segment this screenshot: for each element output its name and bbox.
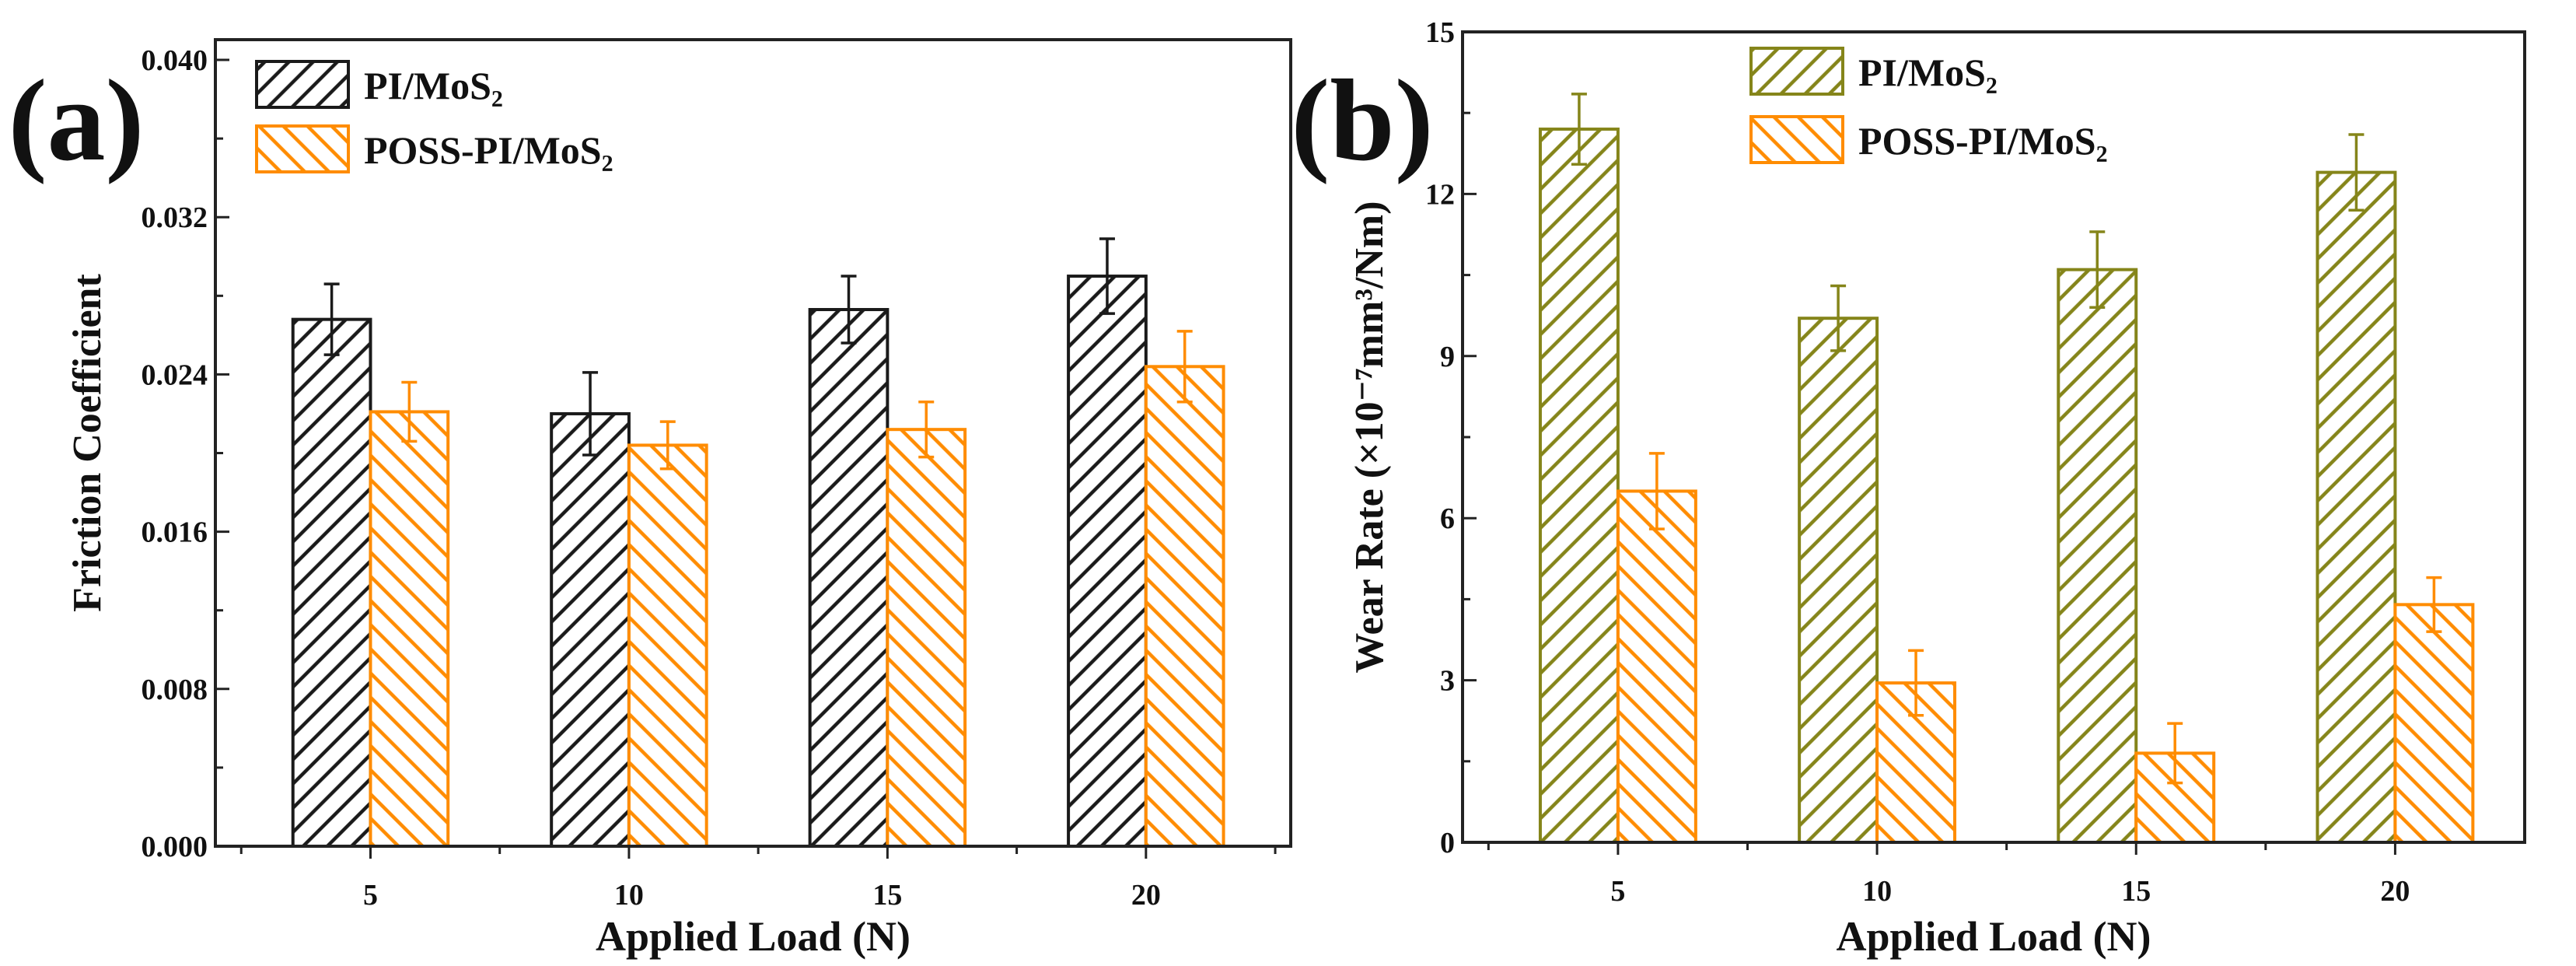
y-tick-label: 0.040 [142,44,208,77]
x-tick-label: 15 [872,879,902,912]
error-bar-poss-pi-mos2-15 [2167,722,2183,785]
legend-label: POSS-PI/MoS₂ [364,128,613,172]
panel-label: (a) [9,56,145,185]
error-bar-poss-pi-mos2-5 [401,380,418,443]
bar-poss-pi-mos2-15 [886,428,967,848]
error-bar-pi-mos2-5 [1571,93,1587,166]
chart-panel-a: 0.000 0.008 0.016 0.024 0.032 0.040 5 10 15 20 App… [9,38,1292,960]
x-tick-label: 15 [2121,875,2151,908]
error-bar-poss-pi-mos2-10 [659,420,676,471]
legend-item-poss-pi-mos2: POSS-PI/MoS₂ [255,124,613,173]
legend-swatch [1749,115,1844,164]
legend-item-pi-mos2: PI/MoS₂ [255,60,503,109]
error-bar-poss-pi-mos2-20 [2426,576,2442,633]
bar-poss-pi-mos2-20 [1144,365,1225,849]
x-tick-label: 10 [1862,875,1892,908]
x-tick-label: 5 [1610,875,1625,908]
legend-label: PI/MoS₂ [364,64,503,107]
panel-label: (b) [1291,56,1433,185]
y-tick-label: 0 [1440,827,1455,859]
error-bar-poss-pi-mos2-10 [1908,649,1924,717]
legend-swatch [255,124,350,173]
error-bar-pi-mos2-15 [841,275,857,345]
y-axis-title: Friction Coefficient [65,274,110,612]
error-bar-pi-mos2-15 [2089,230,2106,310]
y-tick-label: 0.016 [142,516,208,549]
y-tick-label: 0.000 [142,831,208,863]
error-bar-pi-mos2-5 [323,282,340,356]
bar-pi-mos2-20 [1067,275,1148,848]
x-tick-label: 10 [614,879,644,912]
bar-pi-mos2-5 [1538,128,1620,845]
chart-panel-b: 0 3 6 9 12 15 5 10 15 20 Applied Load (N) Wear Rate… [1291,16,2526,960]
y-axis-title: Wear Rate (×10⁻⁷mm³/Nm) [1347,201,1392,673]
error-bar-pi-mos2-20 [1099,237,1115,315]
x-axis-title: Applied Load (N) [596,913,911,960]
x-axis-title: Applied Load (N) [1836,913,2151,960]
plot-frame [214,38,1292,848]
error-bar-poss-pi-mos2-5 [1648,452,1665,530]
error-bar-poss-pi-mos2-15 [918,401,935,459]
x-tick-label: 5 [363,879,378,912]
legend-label: PI/MoS₂ [1858,51,1998,94]
x-tick-label: 20 [1131,879,1161,912]
error-bar-pi-mos2-20 [2348,133,2365,212]
bar-pi-mos2-15 [2057,268,2138,844]
y-tick-label: 6 [1440,502,1455,535]
error-bar-pi-mos2-10 [1830,284,1847,352]
error-bar-pi-mos2-10 [582,371,599,457]
y-tick-label: 0.008 [142,674,208,706]
bar-pi-mos2-20 [2316,170,2397,844]
bar-poss-pi-mos2-5 [369,410,450,848]
legend-label: POSS-PI/MoS₂ [1858,119,2108,163]
bar-pi-mos2-10 [550,411,631,848]
bar-pi-mos2-5 [291,317,372,848]
legend-swatch [1749,47,1844,96]
y-tick-label: 12 [1425,178,1455,211]
y-tick-label: 15 [1425,16,1455,49]
y-tick-label: 0.032 [142,201,208,234]
bar-poss-pi-mos2-5 [1616,489,1697,844]
x-tick-label: 20 [2380,875,2410,908]
y-tick-label: 0.024 [142,359,208,391]
bar-pi-mos2-10 [1798,317,1879,844]
legend-item-poss-pi-mos2: POSS-PI/MoS₂ [1749,115,2108,164]
bar-poss-pi-mos2-10 [627,443,708,848]
legend-swatch [255,60,350,109]
legend-item-pi-mos2: PI/MoS₂ [1749,47,1998,96]
error-bar-poss-pi-mos2-20 [1176,330,1193,404]
y-tick-label: 3 [1440,665,1455,698]
bar-poss-pi-mos2-20 [2393,603,2475,844]
bar-pi-mos2-15 [808,308,890,848]
y-tick-label: 9 [1440,341,1455,373]
